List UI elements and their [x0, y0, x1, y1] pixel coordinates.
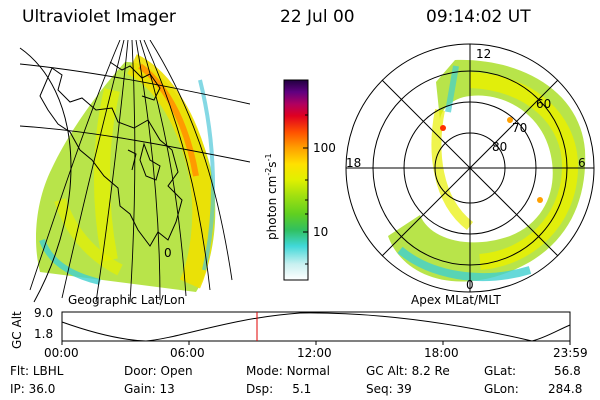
- altitude-curve: [61, 312, 571, 342]
- ip-info: IP: 36.0: [10, 382, 56, 396]
- coastline: [39, 67, 183, 247]
- polar-mlt-12: 12: [476, 47, 492, 61]
- image-time: 09:14:02 UT: [426, 7, 531, 27]
- polar-lat-60: 60: [536, 97, 552, 111]
- geo-meridian-label: 0: [164, 246, 172, 260]
- polar-mlt-18: 18: [346, 156, 362, 170]
- polar-mlt-6: 6: [578, 156, 586, 170]
- colorbar-tick-10: 10: [313, 225, 329, 239]
- altitude-xtick: 12:00: [297, 346, 332, 360]
- geographic-map: [20, 40, 250, 302]
- gain-info: Gain: 13: [124, 382, 175, 396]
- altitude-xtick: 06:00: [170, 346, 205, 360]
- filter-info: Flt: LBHL: [10, 364, 64, 378]
- seq-info: Seq: 39: [366, 382, 412, 396]
- altitude-plot: [61, 311, 571, 345]
- altitude-ytick-bottom: 1.8: [34, 327, 54, 341]
- altitude-xtick: 00:00: [44, 346, 79, 360]
- glon-value: 284.8: [548, 382, 583, 396]
- glon-info: GLon:: [484, 382, 519, 396]
- altitude-ylabel: GC Alt: [10, 311, 24, 349]
- polar-mlt-0: 0: [466, 278, 474, 292]
- globe-limb: [19, 47, 72, 303]
- altitude-xtick: 18:00: [424, 346, 459, 360]
- altitude-xtick: 23:59: [553, 346, 588, 360]
- polar-lat-70: 70: [512, 121, 528, 135]
- image-date: 22 Jul 00: [280, 7, 355, 27]
- mode-info: Mode: Normal: [246, 364, 330, 378]
- colorbar: [283, 79, 309, 281]
- glat-value: 56.8: [554, 364, 581, 378]
- aurora-image-polar: [388, 59, 586, 282]
- geo-map-label: Geographic Lat/Lon: [68, 293, 186, 307]
- colorbar-tick-100: 100: [313, 141, 336, 155]
- colorbar-unit-label: photon cm-2s-1: [264, 153, 279, 240]
- gc-alt-info: GC Alt: 8.2 Re: [366, 364, 450, 378]
- app-title: Ultraviolet Imager: [22, 7, 176, 27]
- polar-lat-80: 80: [492, 140, 508, 154]
- dsp-info: Dsp: 5.1: [246, 382, 312, 396]
- altitude-ytick-top: 9.0: [34, 306, 54, 320]
- polar-map: [345, 43, 595, 293]
- polar-map-label: Apex MLat/MLT: [411, 293, 501, 307]
- door-info: Door: Open: [124, 364, 193, 378]
- glat-info: GLat:: [484, 364, 517, 378]
